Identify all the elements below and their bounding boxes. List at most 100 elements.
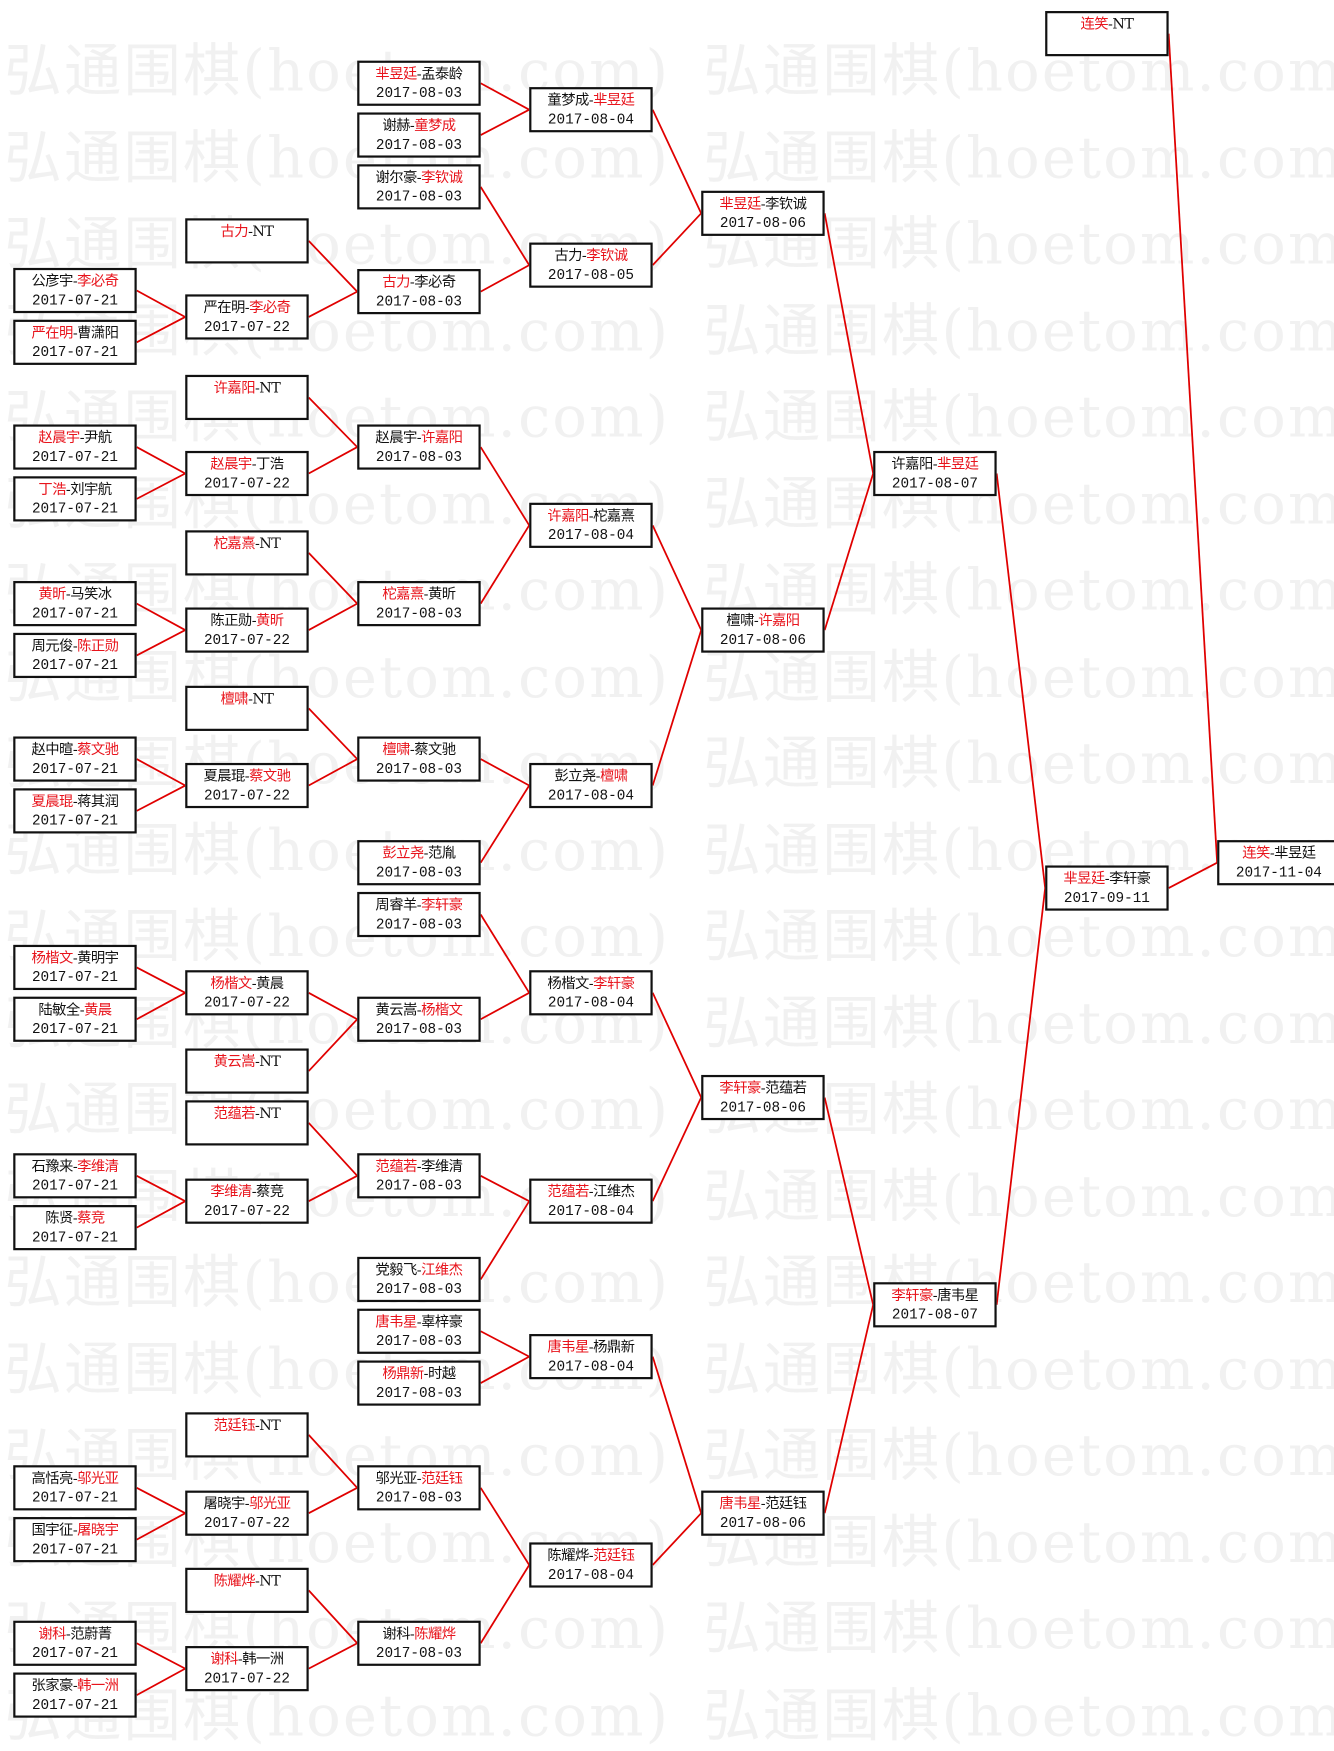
player-2: 芈昱廷 <box>1274 845 1316 863</box>
match-box[interactable]: 夏晨琨-蒋其润 2017-07-21 <box>13 788 137 834</box>
match-box[interactable]: 檀啸-NT <box>185 685 309 731</box>
match-box[interactable]: 柁嘉熹-NT <box>185 530 309 576</box>
connector-line <box>308 1642 358 1670</box>
match-players: 连笑-芈昱廷 <box>1219 845 1334 864</box>
watermark-text: 弘通围棋(hoetom.com) <box>703 1596 1334 1663</box>
match-box[interactable]: 芈昱廷-孟泰龄 2017-08-03 <box>357 60 481 106</box>
match-box[interactable]: 谢科-韩一洲 2017-07-22 <box>185 1646 309 1692</box>
player-1: 陆敏全 <box>38 1002 80 1019</box>
match-box[interactable]: 黄云嵩-杨楷文 2017-08-03 <box>357 996 481 1042</box>
match-box[interactable]: 杨楷文-黄明宇 2017-07-21 <box>13 944 137 991</box>
match-box[interactable]: 李轩豪-范蕴若 2017-08-06 <box>701 1074 825 1121</box>
match-box[interactable]: 杨鼎新-时越 2017-08-03 <box>357 1360 481 1406</box>
match-box[interactable]: 古力-李必奇 2017-08-03 <box>357 269 481 315</box>
match-box[interactable]: 严在明-李必奇 2017-07-22 <box>185 294 309 340</box>
connector-line <box>651 1097 702 1202</box>
match-box[interactable]: 夏晨琨-蔡文驰 2017-07-22 <box>185 762 309 809</box>
separator: - <box>254 1105 260 1123</box>
match-box[interactable]: 唐韦星-辜梓豪 2017-08-03 <box>357 1308 481 1354</box>
match-box[interactable]: 高恬亮-邬光亚 2017-07-21 <box>13 1465 137 1511</box>
match-box[interactable]: 国宇征-屠晓宇 2017-07-21 <box>13 1517 137 1563</box>
match-players: 陆敏全-黄晨 <box>15 1001 134 1020</box>
connector-line <box>480 264 530 293</box>
match-box[interactable]: 芈昱廷-李轩豪 2017-09-11 <box>1045 865 1169 911</box>
match-box[interactable]: 谢科-陈耀烨 2017-08-03 <box>357 1620 481 1666</box>
match-box[interactable]: 陆敏全-黄晨 2017-07-21 <box>13 996 137 1042</box>
match-box[interactable]: 邬光亚-范廷钰 2017-08-03 <box>357 1465 481 1511</box>
match-box[interactable]: 谢赫-童梦成 2017-08-03 <box>357 112 481 158</box>
match-box[interactable]: 连笑-芈昱廷 2017-11-04 <box>1217 840 1334 886</box>
match-players: 许嘉阳-芈昱廷 <box>875 455 994 474</box>
match-box[interactable]: 石豫来-李维清 2017-07-21 <box>13 1153 137 1199</box>
match-box[interactable]: 彭立尧-檀啸 2017-08-04 <box>529 762 653 809</box>
match-box[interactable]: 许嘉阳-芈昱廷 2017-08-07 <box>873 450 997 497</box>
player-1: 谢科 <box>38 1626 66 1643</box>
player-1: 唐韦星 <box>375 1314 417 1331</box>
match-box[interactable]: 芈昱廷-李钦诚 2017-08-06 <box>701 190 825 236</box>
match-box[interactable]: 赵晨宇-丁浩 2017-07-22 <box>185 450 309 497</box>
separator: - <box>409 741 415 759</box>
match-date: 2017-08-04 <box>547 526 634 544</box>
match-box[interactable]: 范廷钰-NT <box>185 1412 309 1458</box>
player-2: 蔡竞 <box>256 1184 284 1201</box>
match-box[interactable]: 周睿羊-李轩豪 2017-08-03 <box>357 891 481 938</box>
connector-line <box>479 1487 530 1566</box>
match-box[interactable]: 范蕴若-李维清 2017-08-03 <box>357 1153 481 1199</box>
player-1: 丁浩 <box>38 481 66 499</box>
match-box[interactable]: 范蕴若-江维杰 2017-08-04 <box>529 1178 653 1224</box>
match-box[interactable]: 檀啸-许嘉阳 2017-08-06 <box>701 607 825 653</box>
separator: - <box>1269 845 1275 863</box>
match-box[interactable]: 党毅飞-江维杰 2017-08-03 <box>357 1256 481 1303</box>
match-box[interactable]: 陈耀烨-NT <box>185 1567 309 1613</box>
match-box[interactable]: 古力-NT <box>185 218 309 264</box>
player-2: 李轩豪 <box>421 897 463 914</box>
match-box[interactable]: 柁嘉熹-黄昕 2017-08-03 <box>357 581 481 627</box>
match-players: 高恬亮-邬光亚 <box>15 1470 134 1489</box>
match-box[interactable]: 檀啸-蔡文驰 2017-08-03 <box>357 736 481 782</box>
match-players: 陈耀烨-范廷钰 <box>531 1547 650 1566</box>
match-box[interactable]: 赵晨宇-尹航 2017-07-21 <box>13 424 137 470</box>
connector-line <box>651 992 702 1098</box>
match-box[interactable]: 彭立尧-范胤 2017-08-03 <box>357 840 481 886</box>
match-box[interactable]: 范蕴若-NT <box>185 1100 309 1146</box>
match-box[interactable]: 谢尔豪-李钦诚 2017-08-03 <box>357 164 481 210</box>
match-box[interactable]: 连笑-NT <box>1045 11 1169 57</box>
player-1: 谢科 <box>382 1626 410 1643</box>
match-players: 严在明-曹潇阳 <box>15 324 134 343</box>
match-box[interactable]: 丁浩-刘宇航 2017-07-21 <box>13 476 137 522</box>
connector-line <box>136 1200 186 1229</box>
player-2: 陈正勋 <box>77 638 119 655</box>
match-box[interactable]: 杨楷文-黄晨 2017-07-22 <box>185 970 309 1016</box>
match-date: 2017-07-21 <box>31 760 118 778</box>
match-box[interactable]: 公彦宇-李必奇 2017-07-21 <box>13 267 137 314</box>
match-box[interactable]: 古力-李钦诚 2017-08-05 <box>529 242 653 288</box>
match-box[interactable]: 张家豪-韩一洲 2017-07-21 <box>13 1672 137 1718</box>
match-box[interactable]: 陈耀烨-范廷钰 2017-08-04 <box>529 1542 653 1588</box>
player-1: 李轩豪 <box>891 1287 933 1305</box>
match-box[interactable]: 谢科-范蔚菁 2017-07-21 <box>13 1620 137 1666</box>
match-box[interactable]: 严在明-曹潇阳 2017-07-21 <box>13 319 137 365</box>
match-box[interactable]: 赵中暄-蔡文驰 2017-07-21 <box>13 736 137 782</box>
match-box[interactable]: 周元俊-陈正勋 2017-07-21 <box>13 632 137 679</box>
connector-line <box>136 446 186 475</box>
match-box[interactable]: 黄云嵩-NT <box>185 1048 309 1094</box>
match-box[interactable]: 黄昕-马笑冰 2017-07-21 <box>13 581 137 627</box>
match-box[interactable]: 唐韦星-范廷钰 2017-08-06 <box>701 1490 825 1536</box>
match-box[interactable]: 许嘉阳-柁嘉熹 2017-08-04 <box>529 502 653 548</box>
match-box[interactable]: 许嘉阳-NT <box>185 374 309 421</box>
connector-line <box>479 446 530 526</box>
separator: - <box>251 1184 257 1201</box>
match-box[interactable]: 李轩豪-唐韦星 2017-08-07 <box>873 1282 997 1328</box>
match-players: 杨楷文-黄明宇 <box>15 949 134 968</box>
match-box[interactable]: 童梦成-芈昱廷 2017-08-04 <box>529 87 653 133</box>
match-box[interactable]: 陈贤-蔡竞 2017-07-21 <box>13 1205 137 1251</box>
match-box[interactable]: 赵晨宇-许嘉阳 2017-08-03 <box>357 424 481 470</box>
match-players: 古力-李钦诚 <box>531 247 650 266</box>
player-2: 邬光亚 <box>77 1470 119 1488</box>
match-box[interactable]: 唐韦星-杨鼎新 2017-08-04 <box>529 1334 653 1380</box>
match-box[interactable]: 屠晓宇-邬光亚 2017-07-22 <box>185 1490 309 1536</box>
match-box[interactable]: 杨楷文-李轩豪 2017-08-04 <box>529 970 653 1016</box>
match-box[interactable]: 李维清-蔡竞 2017-07-22 <box>185 1178 309 1224</box>
match-box[interactable]: 陈正勋-黄昕 2017-07-22 <box>185 607 309 653</box>
player-2: 杨鼎新 <box>593 1339 635 1357</box>
